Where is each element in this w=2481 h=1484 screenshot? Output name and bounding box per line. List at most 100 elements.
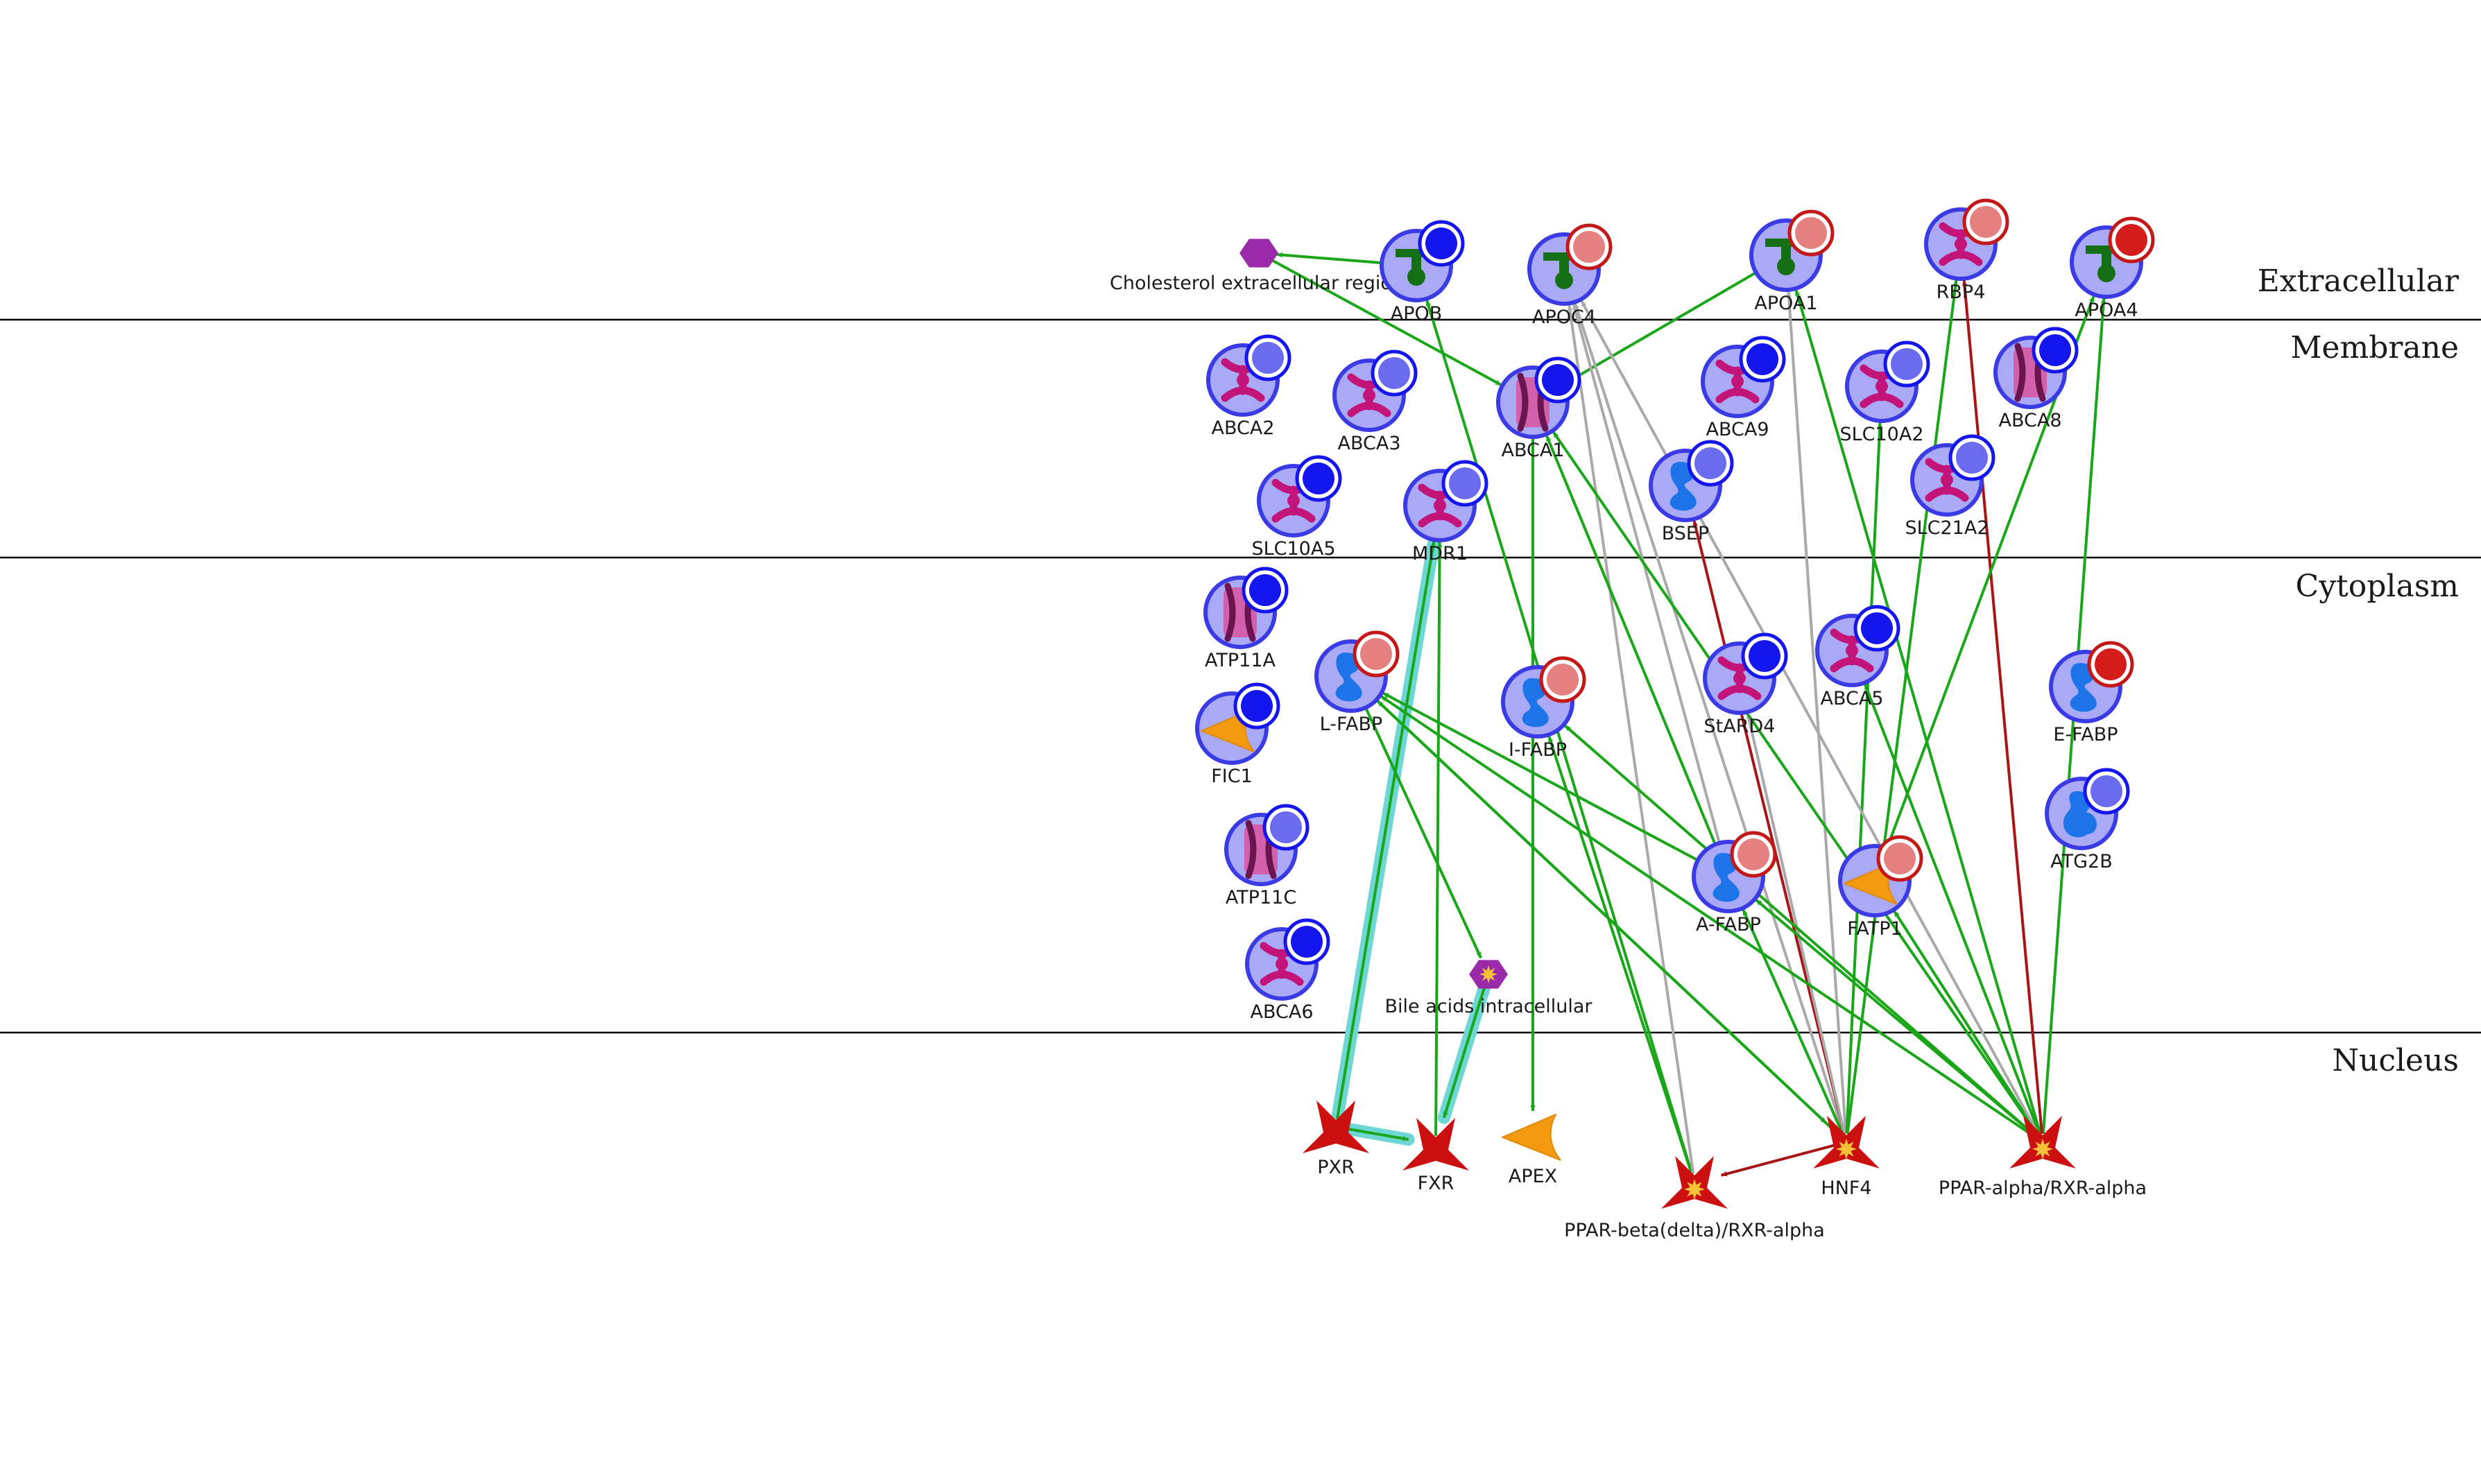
edge-activation-PPARa-to-ABCA1	[1552, 431, 2039, 1137]
node-atp11a[interactable]: ATP11A	[1203, 567, 1289, 671]
expression-badge-fill	[1270, 811, 1302, 843]
node-ppard[interactable]: PPAR-beta(delta)/RXR-alpha	[1564, 1156, 1825, 1241]
node-ppara[interactable]: PPAR-alpha/RXR-alpha	[1939, 1116, 2147, 1199]
node-label: PPAR-beta(delta)/RXR-alpha	[1564, 1220, 1825, 1241]
node-label: APOA1	[1754, 293, 1817, 314]
node-abca2[interactable]: ABCA2	[1206, 334, 1291, 439]
node-apob[interactable]: APOB	[1380, 220, 1465, 325]
edge-activation-PXR-to-MDR1	[1336, 540, 1436, 1119]
edge-activation-PPARa-to-APOA1	[1794, 288, 2042, 1135]
node-abca1[interactable]: ABCA1	[1496, 356, 1581, 461]
node-label: ATP11C	[1226, 887, 1296, 908]
node-atp11c[interactable]: ATP11C	[1224, 804, 1310, 908]
node-label: SLC10A2	[1839, 424, 1923, 445]
binding-protein-icon	[1669, 462, 1697, 511]
node-label: BSEP	[1662, 523, 1710, 544]
edge-unspecified-HNF4-to-StARD4	[1746, 712, 1846, 1134]
expression-badge-fill	[1425, 227, 1457, 259]
node-e-fabp[interactable]: E-FABP	[2049, 641, 2134, 745]
node-i-fabp[interactable]: I-FABP	[1501, 656, 1586, 761]
node-apex[interactable]: APEX	[1502, 1114, 1561, 1187]
node-label: PXR	[1317, 1157, 1355, 1178]
ligand-head	[2097, 264, 2115, 282]
binding-protein-icon	[1712, 853, 1740, 902]
node-label: FIC1	[1211, 766, 1253, 787]
node-label: FXR	[1418, 1173, 1454, 1194]
node-l-fabp[interactable]: L-FABP	[1314, 630, 1400, 735]
edge-inhibition-HNF4-to-BSEP	[1692, 519, 1846, 1134]
expression-badge-fill	[1746, 343, 1778, 375]
node-apoa4[interactable]: APOA4	[2070, 216, 2155, 321]
node-rbp4[interactable]: RBP4	[1924, 198, 2009, 303]
edge-unspecified-PPARa-to-APOC4	[1580, 300, 2040, 1136]
expression-badge-fill	[2115, 224, 2147, 256]
node-atg2b[interactable]: ATG2B	[2045, 768, 2130, 872]
compartment-labels: Extracellular Membrane Cytoplasm Nucleus	[2258, 264, 2459, 1078]
edge-activation-bile-to-FXR	[1442, 978, 1488, 1119]
zone-label-membrane: Membrane	[2290, 330, 2459, 365]
node-abca5[interactable]: ABCA5	[1815, 605, 1900, 709]
node-apoa1[interactable]: APOA1	[1749, 209, 1835, 314]
zone-label-nucleus: Nucleus	[2332, 1043, 2459, 1078]
expression-badge-fill	[2091, 775, 2122, 807]
edge-activation-PPARd-to-APOB	[1425, 299, 1694, 1175]
binding-protein-icon	[2070, 663, 2097, 712]
node-label: ABCA5	[1820, 688, 1883, 709]
node-label: SLC21A2	[1905, 517, 1989, 539]
expression-badge-fill	[1749, 640, 1780, 672]
enzyme-icon	[1502, 1114, 1561, 1161]
node-bsep[interactable]: BSEP	[1649, 440, 1734, 544]
edge-unspecified-A-FABP-to-APOC4	[1572, 303, 1727, 867]
edge-activation-APOA1-to-ABCA1	[1563, 259, 1778, 386]
node-abca9[interactable]: ABCA9	[1701, 336, 1786, 440]
node-slc10a2[interactable]: SLC10A2	[1839, 340, 1930, 445]
expression-badge-fill	[1252, 342, 1284, 374]
expression-badge-fill	[1303, 463, 1334, 494]
edge-activation-PPARa-to-A-FABP	[1755, 899, 2038, 1138]
node-abca6[interactable]: ABCA6	[1245, 918, 1330, 1023]
edges-layer	[1262, 252, 2106, 1177]
expression-badge-fill	[2039, 334, 2071, 366]
edge-inhibition-HNF4-to-PPARd	[1720, 1143, 1839, 1177]
expression-badge-fill	[1449, 467, 1481, 499]
node-label: L-FABP	[1320, 714, 1383, 735]
node-hnf4[interactable]: HNF4	[1813, 1116, 1880, 1199]
node-mdr1[interactable]: MDR1	[1403, 460, 1488, 564]
node-abca8[interactable]: ABCA8	[1993, 327, 2079, 431]
transporter-core	[1434, 499, 1446, 512]
expression-badge-fill	[1542, 364, 1574, 396]
node-label: APOB	[1391, 303, 1443, 325]
node-fxr[interactable]: FXR	[1402, 1118, 1469, 1194]
nodes-layer: Cholesterol extracellular region APOB APOC…	[1110, 198, 2155, 1241]
expression-badge-fill	[1795, 217, 1827, 249]
node-label: HNF4	[1821, 1177, 1871, 1199]
transporter-core	[1875, 380, 1888, 392]
binding-protein-icon	[1335, 653, 1362, 702]
expression-badge-fill	[1378, 357, 1410, 389]
node-a-fabp[interactable]: A-FABP	[1692, 831, 1777, 935]
node-slc21a2[interactable]: SLC21A2	[1905, 434, 1995, 539]
node-fic1[interactable]: FIC1	[1195, 682, 1280, 787]
node-label: ABCA9	[1706, 419, 1769, 440]
edge-activation-L-FABP-to-HNF4	[1357, 682, 1828, 1125]
node-label: APOC4	[1532, 307, 1596, 328]
node-slc10a5[interactable]: SLC10A5	[1251, 455, 1342, 560]
node-chol[interactable]: Cholesterol extracellular region	[1110, 239, 1404, 294]
node-apoc4[interactable]: APOC4	[1527, 223, 1613, 328]
node-abca3[interactable]: ABCA3	[1332, 350, 1418, 454]
edge-activation-PPARa-to-ABCA5	[1863, 683, 2041, 1135]
expression-badge-fill	[1360, 638, 1392, 670]
active-star-icon	[1684, 1179, 1705, 1200]
expression-badge-fill	[1737, 838, 1769, 870]
expression-badge-fill	[1291, 926, 1323, 958]
node-label: ATG2B	[2050, 851, 2113, 872]
node-label: APOA4	[2075, 300, 2138, 321]
ligand-head	[1777, 257, 1795, 275]
node-stard4[interactable]: StARD4	[1703, 632, 1788, 737]
node-fatp1[interactable]: FATP1	[1838, 835, 1923, 940]
node-pxr[interactable]: PXR	[1303, 1101, 1369, 1178]
node-label: ABCA6	[1250, 1001, 1313, 1023]
active-star-icon	[1479, 965, 1497, 983]
node-bile[interactable]: Bile acids intracellular	[1385, 960, 1593, 1017]
